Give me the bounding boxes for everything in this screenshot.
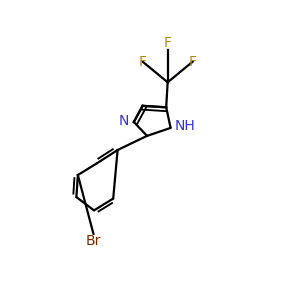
- Text: F: F: [139, 55, 147, 69]
- Text: F: F: [189, 55, 197, 69]
- Text: F: F: [164, 36, 172, 50]
- Text: N: N: [119, 114, 129, 128]
- Text: NH: NH: [175, 119, 196, 134]
- Text: Br: Br: [86, 234, 101, 248]
